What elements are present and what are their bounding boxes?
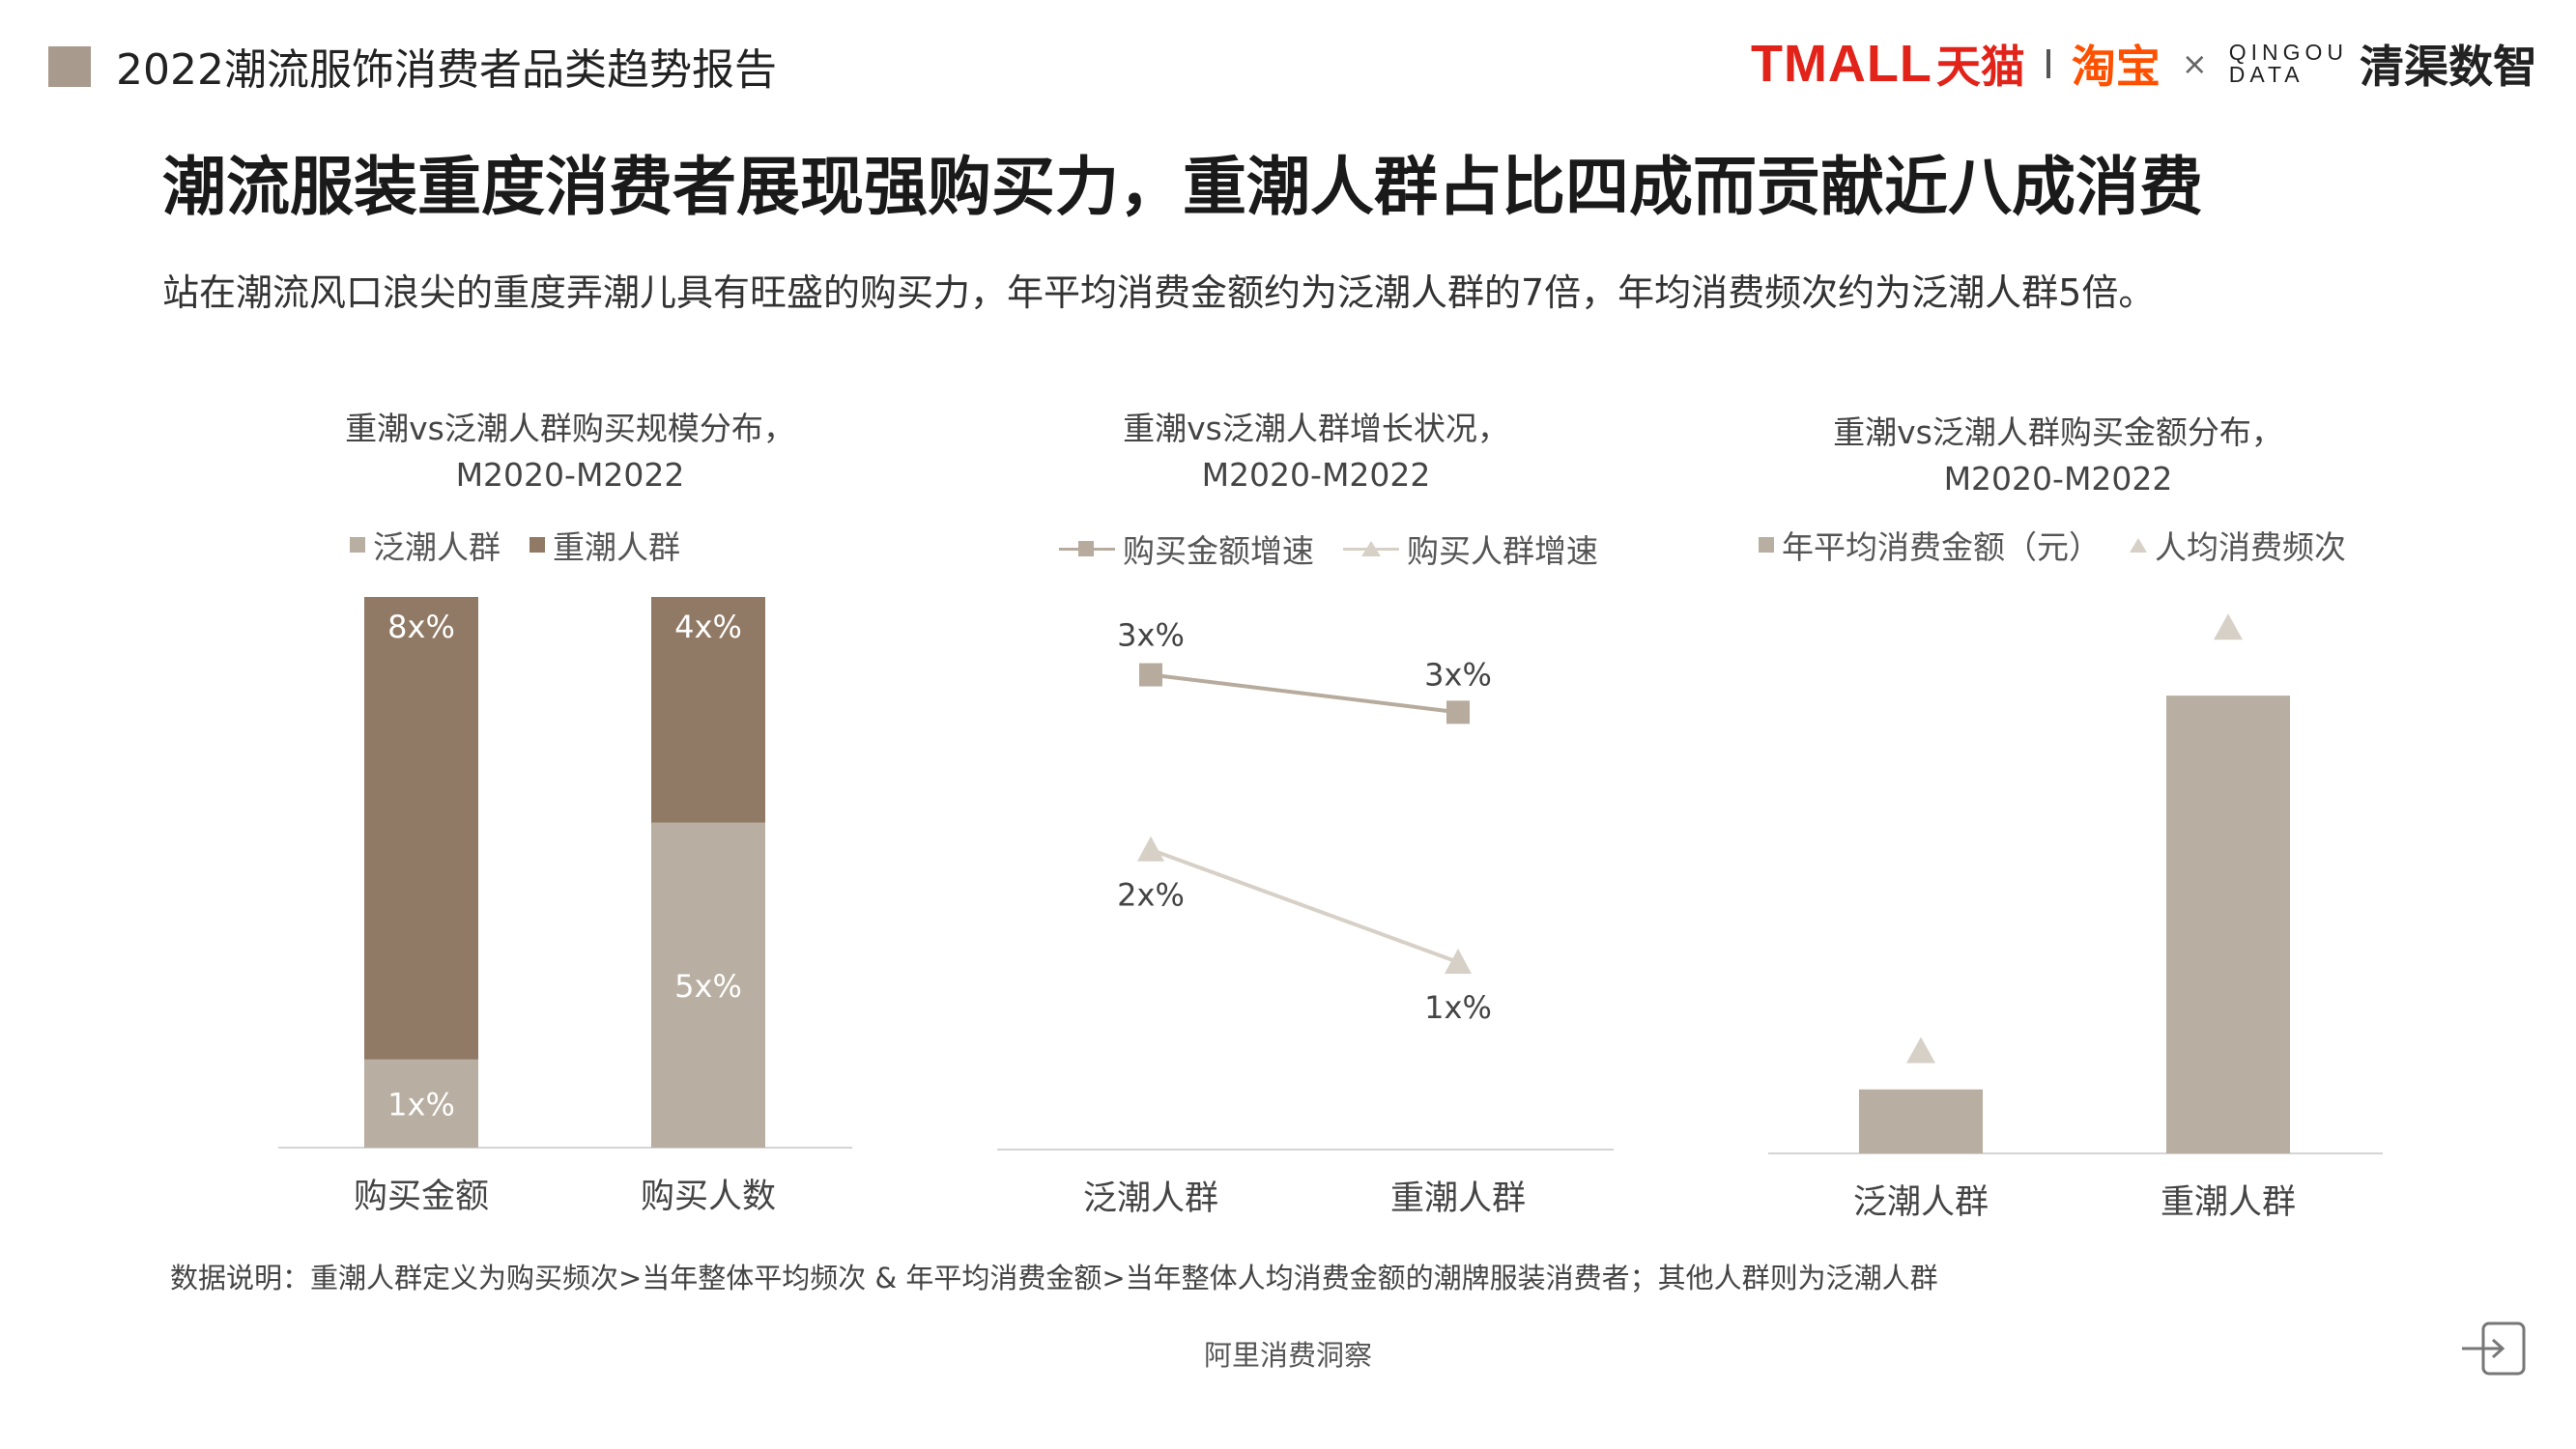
chart2-title-line2: M2020-M2022	[1201, 456, 1431, 494]
chart3-title: 重潮vs泛潮人群购买金额分布， M2020-M2022	[1768, 410, 2348, 502]
chart1-legend-heavy-label: 重潮人群	[553, 528, 680, 566]
chart1-title: 重潮vs泛潮人群购买规模分布， M2020-M2022	[280, 406, 860, 498]
chart1-legend-general-swatch	[350, 537, 365, 553]
chart2-line-people	[1150, 847, 1459, 964]
chart3-legend-frequency: 人均消费频次	[2130, 522, 2346, 568]
qingou-data-logo: QINGOU DATA	[2229, 42, 2348, 86]
chart1-data-label-general-1: 5x%	[674, 968, 742, 1005]
chart3-legend-frequency-label: 人均消费频次	[2155, 528, 2346, 566]
chart3-legend-amount: 年平均消费金额（元）	[1759, 522, 2101, 568]
chart2-line-amount	[1150, 672, 1459, 715]
next-page-icon[interactable]	[2460, 1318, 2530, 1379]
collab-x: ×	[2181, 45, 2208, 82]
chart2-legend: 购买金额增速 购买人群增速	[1059, 526, 1598, 572]
data-source: 阿里消费洞察	[1203, 1339, 1372, 1372]
chart2-legend-amount-swatch	[1059, 540, 1115, 557]
page-subheadline: 站在潮流风口浪尖的重度弄潮儿具有旺盛的购买力，年平均消费金额约为泛潮人群的7倍，…	[162, 271, 2156, 314]
chart1-legend-general: 泛潮人群	[350, 522, 501, 568]
chart2-x-tick-1: 重潮人群	[1390, 1179, 1526, 1218]
chart2-point-people-0	[1137, 836, 1164, 862]
chart2-data-label-amount-1: 3x%	[1424, 656, 1492, 693]
tmall-logo-cn: 天猫	[1935, 41, 2025, 93]
chart3-legend-amount-label: 年平均消费金额（元）	[1782, 528, 2101, 566]
partner-logos: TMALL 天猫 淘宝 × QINGOU DATA 清渠数智	[1751, 35, 2537, 93]
chart2-title: 重潮vs泛潮人群增长状况， M2020-M2022	[1026, 406, 1606, 498]
chart2-point-people-1	[1445, 949, 1472, 974]
chart2-data-label-people-0: 2x%	[1117, 877, 1185, 914]
chart2-x-tick-0: 泛潮人群	[1083, 1179, 1218, 1218]
chart3-frequency-marker-0	[1906, 1037, 1935, 1064]
qingqu-logo: 清渠数智	[2360, 41, 2537, 93]
chart1-bar-general-1	[651, 822, 765, 1148]
chart3-title-line1: 重潮vs泛潮人群购买金额分布，	[1833, 413, 2283, 451]
chart1-data-label-heavy-0: 8x%	[387, 609, 455, 645]
tmall-logo: TMALL	[1750, 35, 1932, 93]
chart3-legend: 年平均消费金额（元） 人均消费频次	[1759, 522, 2346, 568]
chart1-legend-heavy-swatch	[530, 537, 545, 553]
chart1-legend-heavy: 重潮人群	[530, 522, 680, 568]
chart3-legend-frequency-swatch	[2130, 537, 2147, 553]
chart2-legend-people: 购买人群增速	[1343, 526, 1598, 572]
chart1-title-line2: M2020-M2022	[455, 456, 685, 494]
chart1-bar-heavy-0	[364, 597, 478, 1060]
chart3-legend-amount-swatch	[1759, 537, 1774, 553]
chart1-data-label-heavy-1: 4x%	[674, 609, 742, 645]
chart1-x-tick-1: 购买人数	[641, 1178, 776, 1216]
chart3-bar-1	[2166, 696, 2290, 1153]
report-title: 2022潮流服饰消费者品类趋势报告	[116, 45, 777, 95]
chart1-data-label-general-0: 1x%	[387, 1086, 455, 1122]
chart2-legend-amount-label: 购买金额增速	[1123, 532, 1314, 570]
chart2-data-label-people-1: 1x%	[1424, 989, 1492, 1026]
header-accent-square	[48, 46, 91, 87]
chart3-bar-0	[1859, 1089, 1983, 1153]
chart1-bar-heavy-1	[651, 597, 765, 823]
chart2-data-label-amount-0: 3x%	[1117, 617, 1185, 654]
chart3-title-line2: M2020-M2022	[1943, 460, 2173, 497]
logo-divider	[2046, 49, 2050, 78]
qingou-logo-bottom: DATA	[2228, 62, 2304, 87]
chart2-legend-people-swatch	[1343, 540, 1399, 557]
chart1-legend-general-label: 泛潮人群	[373, 528, 501, 566]
chart1-x-tick-0: 购买金额	[354, 1178, 489, 1216]
chart1-legend: 泛潮人群 重潮人群	[350, 522, 680, 568]
chart2-point-amount-1	[1446, 700, 1470, 724]
chart3-x-tick-1: 重潮人群	[2161, 1183, 2296, 1222]
chart2-point-amount-0	[1139, 663, 1162, 687]
taobao-logo: 淘宝	[2071, 41, 2161, 93]
chart2-legend-amount: 购买金额增速	[1059, 526, 1314, 572]
chart2-legend-people-label: 购买人群增速	[1407, 532, 1598, 570]
chart3-x-tick-0: 泛潮人群	[1853, 1183, 1989, 1222]
chart3-frequency-marker-1	[2214, 613, 2243, 640]
chart2-title-line1: 重潮vs泛潮人群增长状况，	[1123, 410, 1509, 447]
page-headline: 潮流服装重度消费者展现强购买力，重潮人群占比四成而贡献近八成消费	[162, 150, 2203, 224]
data-footnote: 数据说明：重潮人群定义为购买频次>当年整体平均频次 & 年平均消费金额>当年整体…	[170, 1262, 1938, 1294]
qingou-logo-top: QINGOU	[2228, 40, 2348, 65]
chart1-bar-general-0	[364, 1059, 478, 1148]
chart1-title-line1: 重潮vs泛潮人群购买规模分布，	[345, 410, 795, 447]
